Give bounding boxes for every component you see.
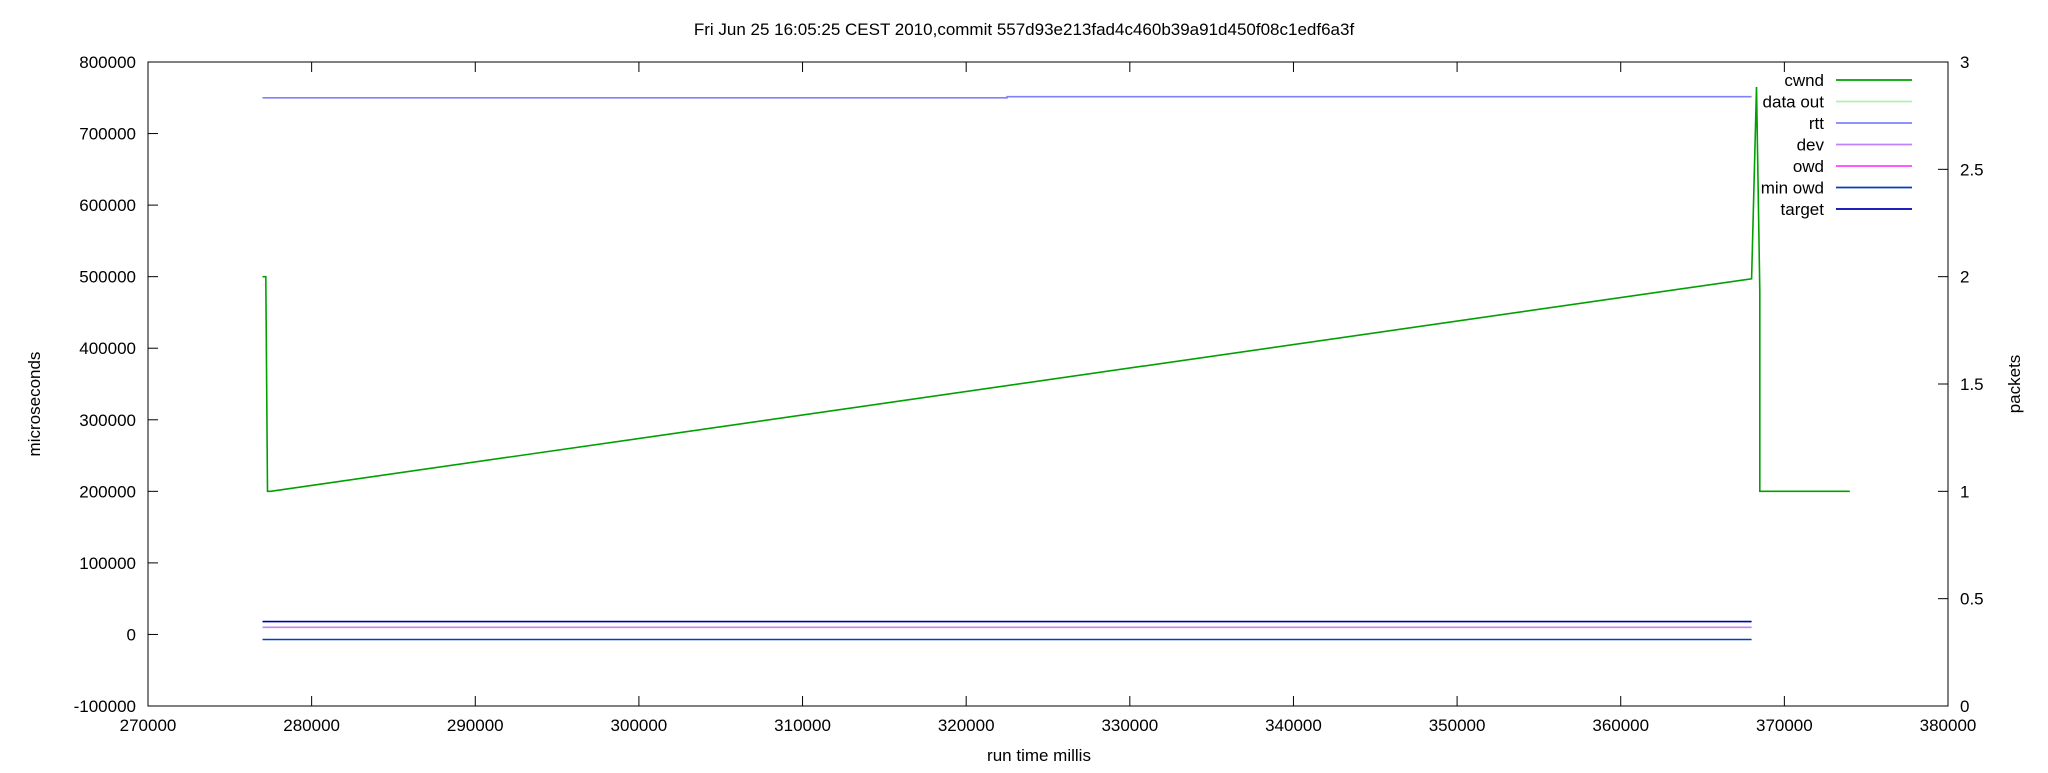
x-tick-label: 350000: [1429, 716, 1486, 735]
x-tick-label: 320000: [938, 716, 995, 735]
x-tick-label: 340000: [1265, 716, 1322, 735]
x-tick-label: 370000: [1756, 716, 1813, 735]
y-tick-label: -100000: [74, 697, 136, 716]
plot-layer: 270000 280000 290000 300000 310000 320000 3300…: [74, 53, 1984, 735]
plot-frame: [147, 61, 1949, 707]
legend-label-min-owd: min owd: [1761, 179, 1824, 198]
y2-tick-label: 2: [1960, 268, 1969, 287]
x-tick-label: 280000: [283, 716, 340, 735]
chart-title: Fri Jun 25 16:05:25 CEST 2010,commit 557…: [694, 20, 1355, 39]
y2-axis-label: packets: [2005, 355, 2024, 414]
y2-tick-label: 2.5: [1960, 160, 1984, 179]
y-tick-label: 100000: [79, 554, 136, 573]
series-line-rtt: [262, 95, 1752, 99]
legend-label-data-out: data out: [1763, 93, 1825, 112]
x-tick-label: 300000: [611, 716, 668, 735]
y2-tick-label: 3: [1960, 53, 1969, 72]
legend-label-cwnd: cwnd: [1784, 71, 1824, 90]
y-axis-label: microseconds: [25, 352, 44, 457]
y-tick-label: 400000: [79, 339, 136, 358]
x-axis-label: run time millis: [987, 746, 1091, 765]
legend-label-rtt: rtt: [1809, 114, 1824, 133]
x-tick-label: 290000: [447, 716, 504, 735]
y-tick-label: 600000: [79, 196, 136, 215]
legend-label-owd: owd: [1793, 157, 1824, 176]
y-tick-label: 0: [127, 625, 136, 644]
y-tick-label: 300000: [79, 411, 136, 430]
x-tick-label: 270000: [120, 716, 177, 735]
legend-label-dev: dev: [1797, 136, 1825, 155]
y2-tick-label: 1.5: [1960, 375, 1984, 394]
legend-label-target: target: [1781, 200, 1825, 219]
y2-tick-label: 0: [1960, 697, 1969, 716]
x-tick-label: 360000: [1592, 716, 1649, 735]
y-tick-label: 500000: [79, 268, 136, 287]
x-tick-label: 380000: [1920, 716, 1977, 735]
x-tick-label: 310000: [774, 716, 831, 735]
y2-tick-label: 0.5: [1960, 590, 1984, 609]
series-line-cwnd: [262, 86, 1850, 493]
x-tick-label: 330000: [1101, 716, 1158, 735]
y2-tick-label: 1: [1960, 482, 1969, 501]
y-tick-label: 700000: [79, 125, 136, 144]
y-tick-label: 800000: [79, 53, 136, 72]
y-tick-label: 200000: [79, 482, 136, 501]
